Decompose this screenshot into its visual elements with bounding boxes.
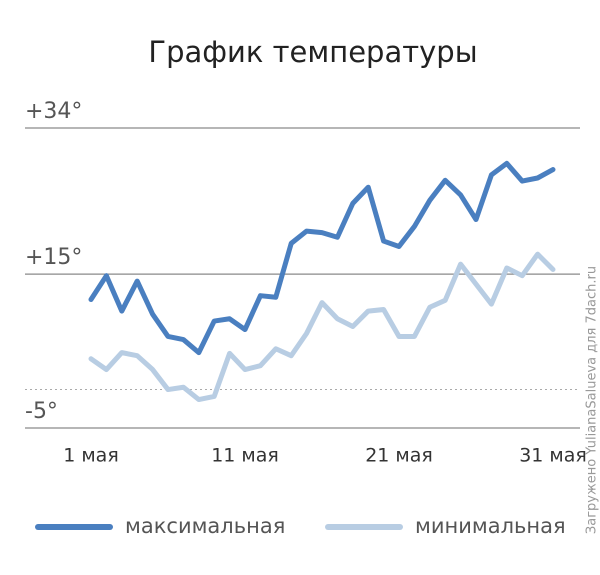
legend-label: максимальная — [125, 514, 285, 538]
line-series — [88, 251, 556, 403]
chart-title: График температуры — [148, 35, 477, 69]
watermark: Загружено YulianaSalueva для 7dach.ru — [585, 266, 600, 534]
y-tick-label: -5° — [25, 399, 58, 424]
legend-label: минимальная — [415, 514, 566, 538]
line-series — [88, 160, 556, 356]
x-tick-label: 31 мая — [519, 445, 587, 467]
x-tick-label: 21 мая — [365, 445, 433, 467]
x-tick-label: 11 мая — [211, 445, 279, 467]
y-tick-label: +34° — [25, 99, 82, 124]
y-tick-label: +15° — [25, 245, 82, 270]
x-tick-label: 1 мая — [63, 445, 119, 467]
